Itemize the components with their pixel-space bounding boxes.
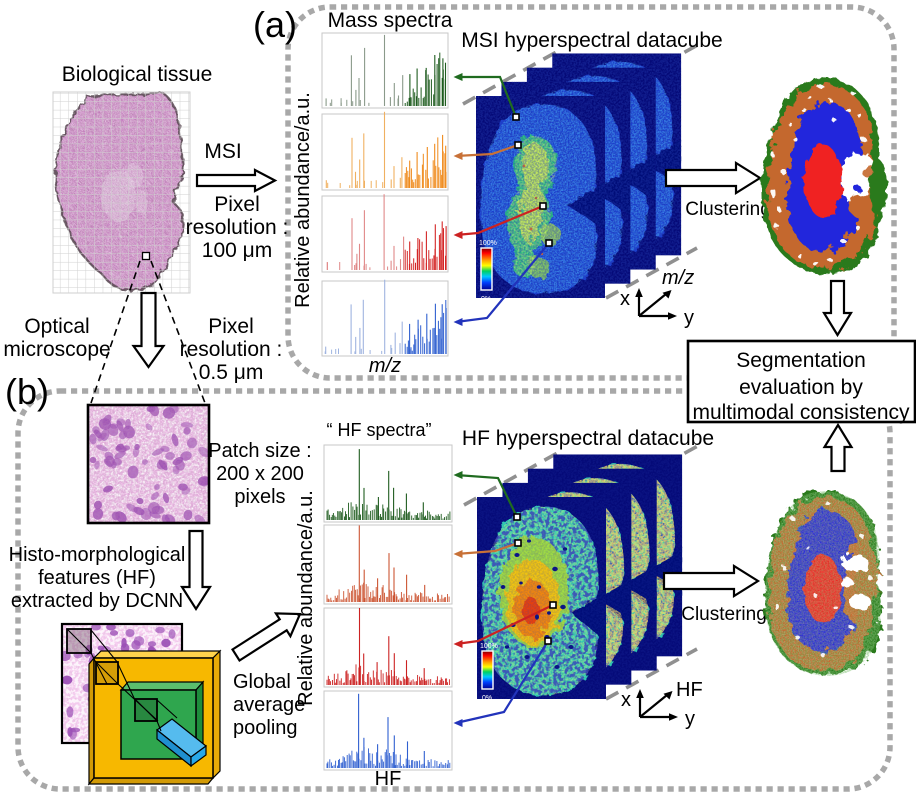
svg-text:HF hyperspectral datacube: HF hyperspectral datacube [462,427,714,450]
svg-text:Clustering: Clustering [685,199,771,220]
svg-text:200 x 200: 200 x 200 [216,463,304,485]
svg-text:Mass spectra: Mass spectra [328,9,453,32]
svg-text:Histo-morphological: Histo-morphological [9,544,186,566]
svg-text:“ HF spectra”: “ HF spectra” [326,420,431,440]
svg-text:extracted by DCNN: extracted by DCNN [11,590,183,612]
svg-text:pixels: pixels [234,486,285,508]
svg-text:0.5 μm: 0.5 μm [199,361,264,384]
svg-text:pooling: pooling [233,717,298,739]
svg-text:MSI: MSI [204,140,241,163]
svg-text:evaluation by: evaluation by [739,376,863,399]
svg-text:0%: 0% [482,695,492,702]
svg-text:Optical: Optical [24,315,89,338]
svg-text:0%: 0% [481,296,491,303]
svg-text:Biological tissue: Biological tissue [62,63,213,86]
svg-text:Pixel: Pixel [208,315,254,338]
svg-text:(b): (b) [5,371,49,412]
svg-text:Patch size :: Patch size : [208,440,311,462]
svg-text:m/z: m/z [369,355,401,377]
svg-text:Clustering: Clustering [681,604,767,625]
svg-text:resolution :: resolution : [186,216,289,239]
svg-text:y: y [685,708,695,730]
svg-text:features (HF): features (HF) [38,567,156,589]
svg-text:Relative abundance/a.u.: Relative abundance/a.u. [292,92,314,308]
svg-text:Global: Global [233,671,291,693]
svg-text:HF: HF [375,768,402,790]
svg-text:average: average [233,694,305,716]
svg-text:(a): (a) [253,4,297,45]
svg-text:Relative abundance/a.u.: Relative abundance/a.u. [295,490,317,706]
svg-text:Segmentation: Segmentation [736,349,866,372]
svg-text:multimodal consistency: multimodal consistency [692,401,910,424]
svg-text:HF: HF [676,679,703,701]
svg-text:MSI hyperspectral datacube: MSI hyperspectral datacube [461,29,722,52]
svg-text:microscope: microscope [3,338,110,361]
svg-text:resolution :: resolution : [180,338,283,361]
svg-text:x: x [621,689,631,711]
svg-text:100%: 100% [479,240,497,247]
svg-text:Pixel: Pixel [214,193,260,216]
svg-text:m/z: m/z [662,267,694,289]
svg-text:x: x [620,288,630,310]
svg-text:y: y [684,307,694,329]
svg-text:100 μm: 100 μm [202,239,272,262]
svg-text:100%: 100% [480,643,498,650]
